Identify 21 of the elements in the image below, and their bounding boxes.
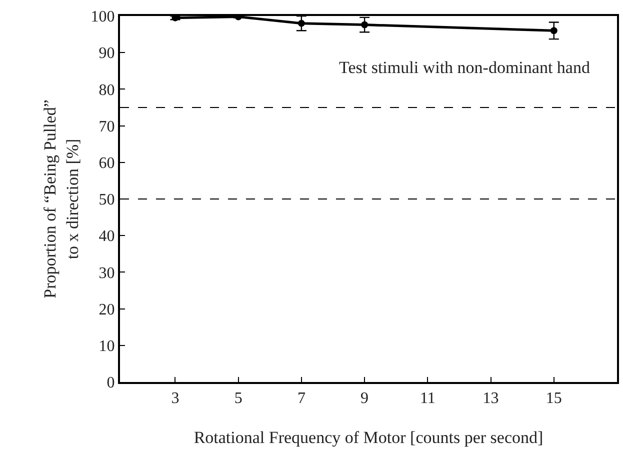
- y-axis-title: Proportion of “Being Pulled” to x direction [%]: [40, 100, 82, 298]
- x-tick-label: 11: [420, 390, 436, 408]
- x-tick-label: 15: [546, 390, 562, 408]
- y-tick-label: 30: [98, 264, 115, 282]
- annotation: Test stimuli with non-dominant hand: [339, 58, 590, 77]
- y-tick-label: 20: [98, 301, 115, 318]
- x-tick-label: 3: [171, 390, 180, 408]
- y-tick-label: 50: [98, 192, 115, 209]
- y-tick-label: 100: [90, 8, 115, 26]
- x-tick-label: 9: [360, 390, 369, 408]
- x-tick-label: 13: [482, 390, 499, 408]
- x-tick-label: 5: [234, 390, 242, 408]
- y-tick-label: 40: [98, 228, 115, 246]
- y-tick-label: 60: [98, 155, 115, 172]
- y-tick-label: 0: [106, 374, 115, 392]
- y-tick-label: 90: [98, 45, 115, 62]
- x-tick-label: 7: [297, 390, 306, 408]
- y-tick-label: 80: [98, 82, 115, 99]
- y-tick-label: 70: [98, 118, 115, 136]
- x-axis-title: Rotational Frequency of Motor [counts per second]: [194, 428, 544, 448]
- y-tick-label: 10: [98, 338, 115, 355]
